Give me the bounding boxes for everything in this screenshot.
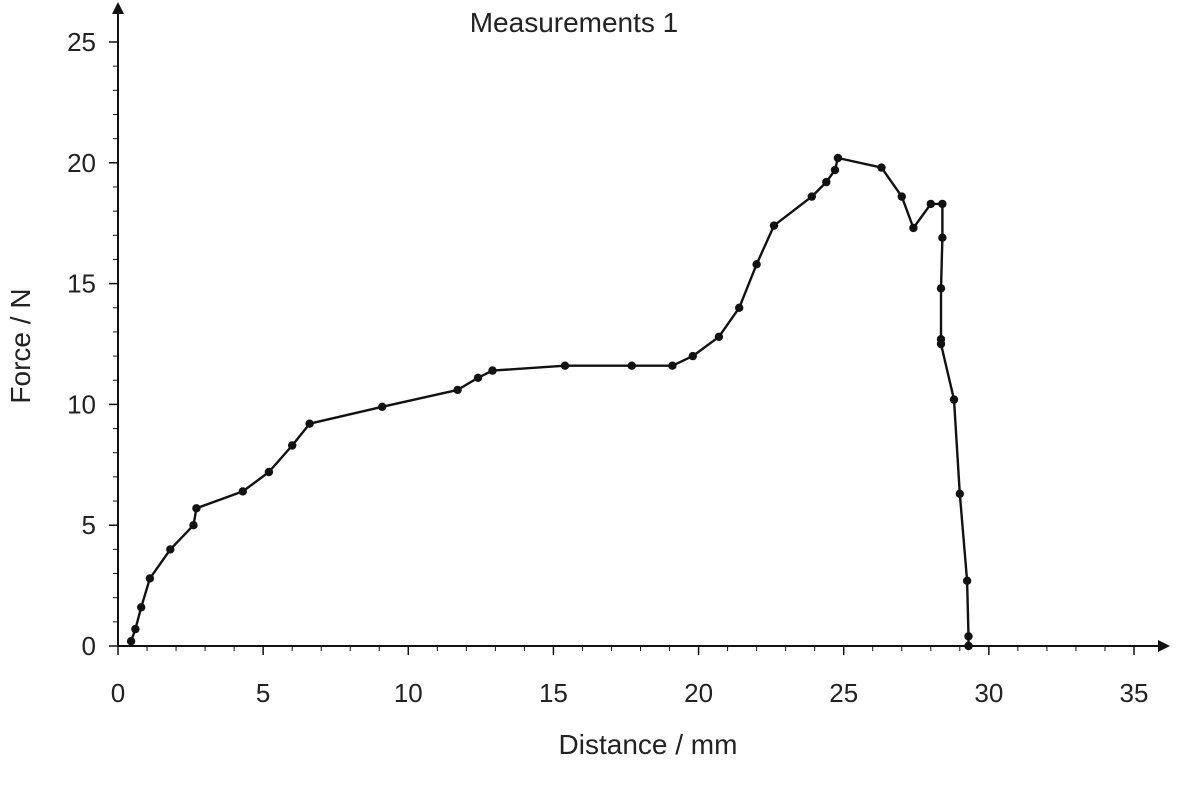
chart-title: Measurements 1 [470,7,679,38]
data-point [807,192,816,201]
x-axis-label: Distance / mm [559,729,738,760]
x-tick-label: 10 [394,678,423,708]
y-tick-label: 10 [67,389,96,419]
data-point [453,385,462,395]
data-point [735,303,744,312]
x-axis-arrow [1158,640,1170,652]
x-tick-label: 15 [539,678,568,708]
data-point [897,192,906,201]
x-ticks: 0 5 10 15 20 25 30 35 [111,646,1149,708]
y-tick-label: 5 [82,510,96,540]
data-point [131,624,140,634]
data-point [288,441,297,450]
x-tick-label: 5 [256,678,270,708]
data-point [833,153,843,163]
data-point [189,521,198,530]
data-point [473,373,483,382]
y-tick-label: 25 [67,27,96,57]
y-axis-label: Force / N [5,288,36,403]
data-point [936,339,946,349]
data-point [752,260,761,269]
data-point [822,177,831,187]
data-point [560,361,570,370]
data-point [238,487,247,496]
data-point [962,576,972,585]
data-point [949,395,959,404]
data-point [714,332,724,341]
data-point [830,165,840,175]
x-tick-label: 35 [1120,678,1149,708]
data-point [926,199,935,209]
data-point [909,223,918,233]
y-axis-arrow [112,2,124,14]
data-point [192,504,201,513]
data-point [668,361,677,370]
data-point [166,545,175,554]
data-point [627,361,636,370]
data-point [378,402,387,411]
x-tick-label: 25 [829,678,858,708]
data-point [938,233,947,242]
x-tick-label: 0 [111,678,125,708]
data-point [936,284,946,293]
y-tick-label: 0 [82,631,96,661]
data-point [488,366,497,375]
data-point [126,637,136,646]
data-point [305,419,314,428]
data-point [955,489,964,498]
data-point [877,163,886,172]
y-ticks: 0 5 10 15 20 25 [67,27,118,661]
data-point [688,351,697,361]
data-point [964,632,973,641]
y-tick-label: 20 [67,148,96,178]
axes [112,2,1170,652]
data-point [264,467,274,477]
data-point [938,199,947,209]
data-point [137,603,146,612]
x-tick-label: 30 [974,678,1003,708]
y-tick-label: 15 [67,269,96,299]
data-point [145,574,155,583]
series-line [129,156,970,646]
series-group [126,153,973,651]
data-point [769,221,779,230]
data-point [964,641,973,651]
x-tick-label: 20 [684,678,713,708]
